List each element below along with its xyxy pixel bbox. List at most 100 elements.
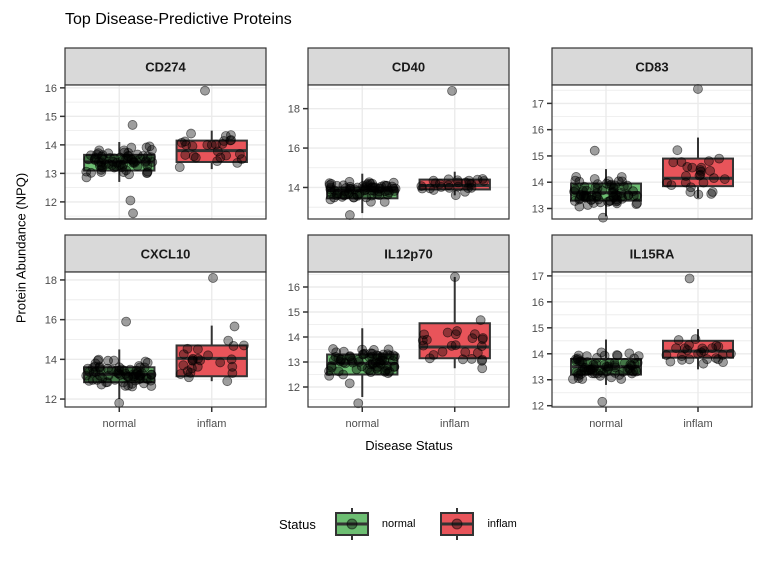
data-point-normal [134,370,144,381]
data-point-inflam [696,347,707,358]
data-point-normal [127,381,138,392]
facet-label-il12p70: IL12p70 [384,247,432,262]
y-tick-label: 16 [288,282,300,294]
data-point-normal [610,360,620,371]
data-point-inflam [187,355,198,366]
outlier-point-normal [121,316,132,327]
data-point-inflam [696,162,707,173]
y-tick-label: 14 [45,140,57,152]
data-point-inflam [698,177,709,188]
data-point-inflam [682,345,693,355]
chart-title: Top Disease-Predictive Proteins [65,11,292,28]
data-point-inflam [677,354,687,365]
facet-strip-cd40 [307,47,510,86]
y-tick-label: 15 [532,323,544,335]
data-point-normal [96,164,107,175]
data-point-inflam [442,327,453,338]
y-tick-label: 14 [288,332,300,344]
outlier-point-normal [344,210,355,220]
data-point-normal [97,373,108,384]
y-tick-label: 14 [532,349,544,361]
data-point-inflam [661,350,672,360]
data-point-inflam [176,137,187,148]
data-point-inflam [178,349,189,360]
data-point-normal [384,366,395,377]
y-tick-label: 18 [288,104,300,116]
data-point-normal [358,349,369,359]
y-tick-label: 16 [45,315,57,327]
data-point-normal [579,181,590,192]
data-point-inflam [223,335,234,346]
data-point-normal [84,375,94,386]
data-point-normal [366,190,377,201]
data-point-normal [135,362,145,373]
data-point-inflam [463,183,473,193]
panel-border [551,84,753,220]
data-point-normal [358,183,369,194]
data-point-normal [585,364,596,375]
data-point-inflam [193,353,203,364]
outlier-point-normal [589,145,600,156]
y-tick-label: 15 [532,151,544,163]
data-point-inflam [436,182,447,192]
data-point-inflam [467,333,478,344]
legend-title: Status [279,516,316,532]
data-point-inflam [704,156,714,167]
data-point-normal [85,150,96,161]
data-point-normal [333,366,344,377]
x-tick-label: normal [102,418,136,430]
data-point-normal [132,367,143,378]
data-point-normal [146,381,157,391]
data-point-inflam [239,340,249,351]
data-point-normal [601,178,612,189]
data-point-normal [369,185,379,196]
legend-label-normal: normal [381,518,416,530]
facet-label-cd83: CD83 [635,60,668,75]
data-point-inflam [666,180,677,191]
outlier-point-inflam [450,272,460,282]
data-point-inflam [460,177,471,188]
data-point-normal [383,368,393,379]
data-point-normal [612,350,622,360]
outlier-point-inflam [693,84,703,94]
data-point-inflam [673,335,684,345]
data-point-normal [580,362,590,373]
facet-strip-cd274 [64,47,267,86]
data-point-normal [618,366,628,377]
legend: Status normal inflam [279,508,541,540]
x-tick-label: normal [589,418,623,430]
data-point-inflam [681,171,691,181]
data-point-normal [103,355,113,366]
data-point-inflam [726,348,736,359]
y-tick-label: 18 [45,275,57,287]
data-point-normal [375,355,386,366]
data-point-inflam [190,152,201,163]
data-point-inflam [684,354,695,365]
data-point-inflam [696,166,706,177]
data-point-inflam [437,346,448,357]
facet-strip-cxcl10 [64,234,267,273]
data-point-inflam [212,146,223,157]
data-point-normal [146,370,157,380]
data-point-inflam [215,152,226,163]
data-point-normal [586,194,597,205]
data-point-normal [324,178,335,189]
data-point-normal [577,356,588,367]
facet-strip-il15ra [551,234,753,273]
y-tick-label: 16 [288,143,300,155]
y-tick-label: 13 [532,203,544,215]
x-tick-label: normal [345,418,379,430]
data-point-inflam [416,181,427,192]
legend-key-inflam [440,508,475,540]
data-point-inflam [186,128,196,139]
outlier-point-normal [114,398,125,408]
data-point-normal [574,176,585,187]
data-point-inflam [693,189,704,200]
x-tick-label: inflam [440,418,469,430]
data-point-normal [146,152,156,163]
facet-strip-il12p70 [307,234,510,273]
data-point-normal [568,374,578,384]
data-point-normal [612,350,623,361]
data-point-normal [582,200,593,210]
